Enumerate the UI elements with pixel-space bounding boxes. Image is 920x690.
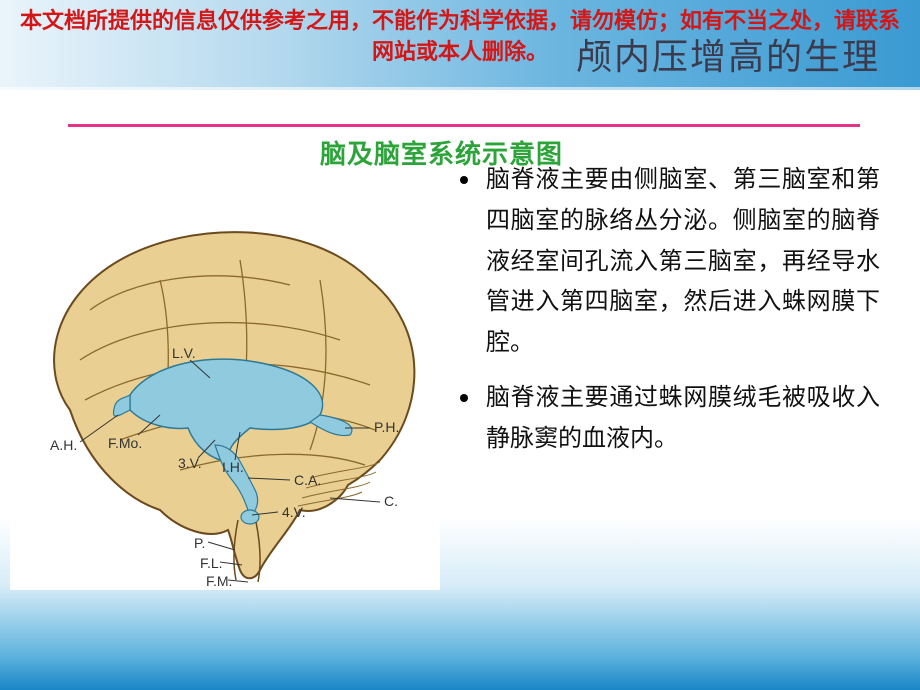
fourth-ventricle — [241, 510, 259, 524]
label-fl: F.L. — [200, 555, 223, 571]
label-ca: C.A. — [294, 472, 321, 488]
label-ah: A.H. — [50, 437, 77, 453]
accent-divider — [68, 124, 860, 127]
label-lv: L.V. — [172, 345, 196, 361]
disclaimer-text: 本文档所提供的信息仅供参考之用，不能作为科学依据，请勿模仿；如有不当之处，请联系… — [10, 6, 910, 68]
label-p: P. — [194, 535, 205, 551]
list-item: 脑脊液主要由侧脑室、第三脑室和第四脑室的脉络丛分泌。侧脑室的脑脊液经室间孔流入第… — [460, 160, 880, 364]
label-3v: 3.V. — [178, 455, 202, 471]
label-c: C. — [384, 493, 398, 509]
list-item: 脑脊液主要通过蛛网膜绒毛被吸收入静脉窦的血液内。 — [460, 378, 880, 460]
bullet-text: 脑脊液主要通过蛛网膜绒毛被吸收入静脉窦的血液内。 — [486, 378, 880, 460]
bullet-icon — [460, 394, 468, 402]
label-ph: P.H. — [374, 419, 399, 435]
label-ih: I.H. — [222, 459, 244, 475]
bullet-text: 脑脊液主要由侧脑室、第三脑室和第四脑室的脉络丛分泌。侧脑室的脑脊液经室间孔流入第… — [486, 160, 880, 364]
brain-svg: L.V. F.Mo. A.H. 3.V. I.H. P.H. C.A. 4.V.… — [10, 210, 440, 590]
label-4v: 4.V. — [282, 504, 306, 520]
label-fmo: F.Mo. — [108, 435, 142, 451]
slide: 本文档所提供的信息仅供参考之用，不能作为科学依据，请勿模仿；如有不当之处，请联系… — [0, 0, 920, 690]
brain-diagram: L.V. F.Mo. A.H. 3.V. I.H. P.H. C.A. 4.V.… — [10, 210, 440, 590]
bullet-icon — [460, 176, 468, 184]
bullet-list: 脑脊液主要由侧脑室、第三脑室和第四脑室的脉络丛分泌。侧脑室的脑脊液经室间孔流入第… — [460, 160, 880, 474]
label-fm: F.M. — [206, 573, 232, 589]
